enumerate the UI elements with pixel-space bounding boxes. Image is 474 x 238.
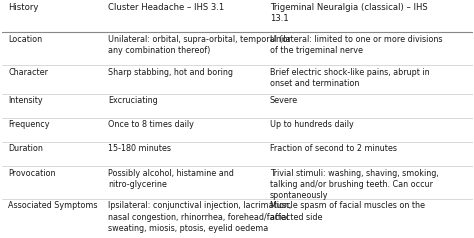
Text: Associated Symptoms: Associated Symptoms (9, 201, 98, 210)
Text: Brief electric shock-like pains, abrupt in
onset and termination: Brief electric shock-like pains, abrupt … (270, 68, 429, 88)
Text: Severe: Severe (270, 96, 298, 105)
Text: Trigeminal Neuralgia (classical) – IHS
13.1: Trigeminal Neuralgia (classical) – IHS 1… (270, 3, 428, 23)
Text: Location: Location (9, 35, 43, 44)
Text: 15-180 minutes: 15-180 minutes (108, 144, 171, 154)
Text: Duration: Duration (9, 144, 43, 154)
Text: Muscle spasm of facial muscles on the
affected side: Muscle spasm of facial muscles on the af… (270, 201, 425, 222)
Text: Sharp stabbing, hot and boring: Sharp stabbing, hot and boring (108, 68, 233, 77)
Text: Once to 8 times daily: Once to 8 times daily (108, 120, 194, 129)
Text: Provocation: Provocation (9, 169, 56, 178)
Text: Character: Character (9, 68, 48, 77)
Text: Trivial stimuli: washing, shaving, smoking,
talking and/or brushing teeth. Can o: Trivial stimuli: washing, shaving, smoki… (270, 169, 438, 200)
Text: Excruciating: Excruciating (108, 96, 158, 105)
Text: History: History (9, 3, 39, 12)
Text: Unilateral: orbital, supra-orbital, temporal (or
any combination thereof): Unilateral: orbital, supra-orbital, temp… (108, 35, 291, 55)
Text: Frequency: Frequency (9, 120, 50, 129)
Text: Possibly alcohol, histamine and
nitro-glycerine: Possibly alcohol, histamine and nitro-gl… (108, 169, 234, 189)
Text: Intensity: Intensity (9, 96, 43, 105)
Text: Cluster Headache – IHS 3.1: Cluster Headache – IHS 3.1 (108, 3, 225, 12)
Text: Up to hundreds daily: Up to hundreds daily (270, 120, 354, 129)
Text: Unilateral: limited to one or more divisions
of the trigeminal nerve: Unilateral: limited to one or more divis… (270, 35, 442, 55)
Text: Ipsilateral: conjunctival injection, lacrimation,
nasal congestion, rhinorrhea, : Ipsilateral: conjunctival injection, lac… (108, 201, 292, 233)
Text: Fraction of second to 2 minutes: Fraction of second to 2 minutes (270, 144, 397, 154)
